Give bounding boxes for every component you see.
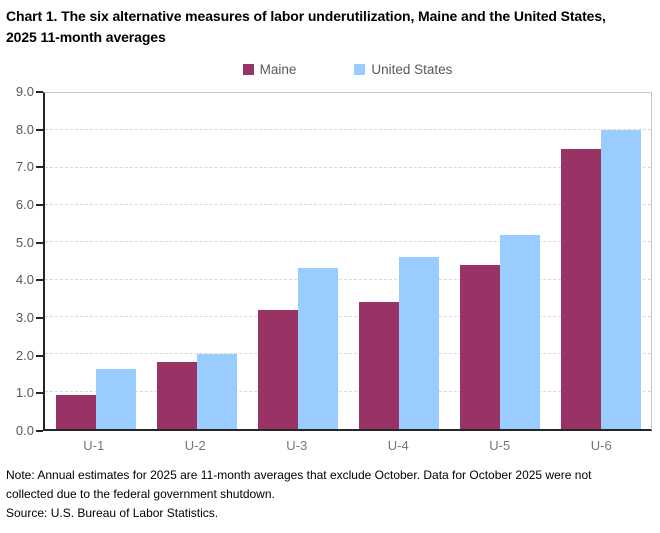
y-tick-mark-2.0: [36, 354, 43, 357]
gridline-2.0: [45, 353, 651, 355]
y-tick-label-4.0: 4.0: [15, 272, 34, 288]
note-text: Note: Annual estimates for 2025 are 11-m…: [6, 468, 592, 501]
bar-united-states-u-5: [499, 234, 540, 429]
source-text: Source: U.S. Bureau of Labor Statistics.: [6, 506, 219, 520]
y-tick-label-3.0: 3.0: [15, 310, 34, 325]
legend-label: Maine: [259, 62, 297, 77]
y-tick-mark-3.0: [36, 317, 43, 319]
bar-group-u-1: [45, 93, 146, 429]
gridline-5.0: [45, 241, 651, 243]
y-tick-mark-9.0: [36, 91, 43, 93]
legend-swatch-icon: [354, 64, 366, 75]
legend-item-united-states: United States: [354, 62, 452, 77]
bar-group-u-6: [550, 93, 651, 429]
y-tick-mark-6.0: [36, 204, 43, 206]
x-category-label-u-2: U-2: [184, 438, 206, 453]
bar-united-states-u-3: [297, 268, 338, 429]
bar-group-u-3: [247, 93, 348, 429]
bar-maine-u-6: [560, 149, 601, 429]
bar-group-u-2: [146, 93, 247, 429]
legend-label: United States: [371, 62, 453, 77]
legend-swatch-icon: [242, 64, 254, 75]
y-tick-label-5.0: 5.0: [15, 234, 34, 250]
bar-maine-u-3: [257, 309, 298, 429]
plot-area: [43, 92, 652, 431]
y-tick-label-7.0: 7.0: [15, 159, 34, 175]
bar-maine-u-2: [156, 361, 197, 429]
y-axis-labels: 0.0 1.0 2.0 3.0 4.0 5.0 6.0 7.0 8.0 9.0: [0, 84, 34, 438]
y-tick-label-0.0: 0.0: [15, 423, 34, 438]
bar-group-u-5: [449, 93, 550, 429]
x-category-label-u-1: U-1: [83, 438, 105, 453]
bar-united-states-u-1: [95, 369, 136, 429]
bar-groups: [45, 93, 651, 429]
x-axis-labels: U-1 U-2 U-3 U-4 U-5 U-6: [43, 438, 652, 453]
gridline-6.0: [45, 204, 651, 205]
bar-united-states-u-2: [196, 354, 237, 429]
bar-group-u-4: [348, 93, 449, 429]
y-tick-mark-0.0: [36, 430, 43, 432]
bar-maine-u-1: [55, 395, 96, 429]
gridline-8.0: [45, 129, 651, 131]
y-tick-mark-8.0: [36, 128, 43, 131]
y-tick-mark-4.0: [36, 279, 43, 282]
gridline-1.0: [45, 390, 651, 392]
y-tick-label-2.0: 2.0: [15, 347, 34, 363]
chart-footer: Note: Annual estimates for 2025 are 11-m…: [6, 466, 598, 523]
y-axis-ticks: [36, 91, 43, 432]
chart-title: Chart 1. The six alternative measures of…: [6, 8, 606, 45]
bar-chart: 0.0 1.0 2.0 3.0 4.0 5.0 6.0 7.0 8.0 9.0 U-1 U-2 U-3…: [0, 84, 660, 466]
y-tick-label-1.0: 1.0: [15, 385, 34, 401]
y-tick-label-8.0: 8.0: [15, 121, 34, 137]
chart-legend: Maine United States: [43, 62, 652, 77]
y-tick-mark-1.0: [36, 392, 43, 395]
x-category-label-u-3: U-3: [286, 438, 308, 453]
legend-item-maine: Maine: [242, 62, 297, 77]
y-tick-mark-7.0: [36, 166, 43, 169]
bar-united-states-u-6: [600, 130, 641, 429]
x-category-label-u-6: U-6: [590, 438, 612, 453]
bar-maine-u-4: [358, 302, 399, 429]
y-tick-label-9.0: 9.0: [15, 84, 34, 99]
gridline-7.0: [45, 166, 651, 168]
x-category-label-u-4: U-4: [387, 438, 409, 453]
bar-united-states-u-4: [398, 257, 439, 429]
gridline-3.0: [45, 316, 651, 317]
y-tick-mark-5.0: [36, 241, 43, 244]
bar-maine-u-5: [459, 264, 500, 429]
x-category-label-u-5: U-5: [489, 438, 511, 453]
gridline-4.0: [45, 278, 651, 280]
y-tick-label-6.0: 6.0: [15, 197, 34, 212]
